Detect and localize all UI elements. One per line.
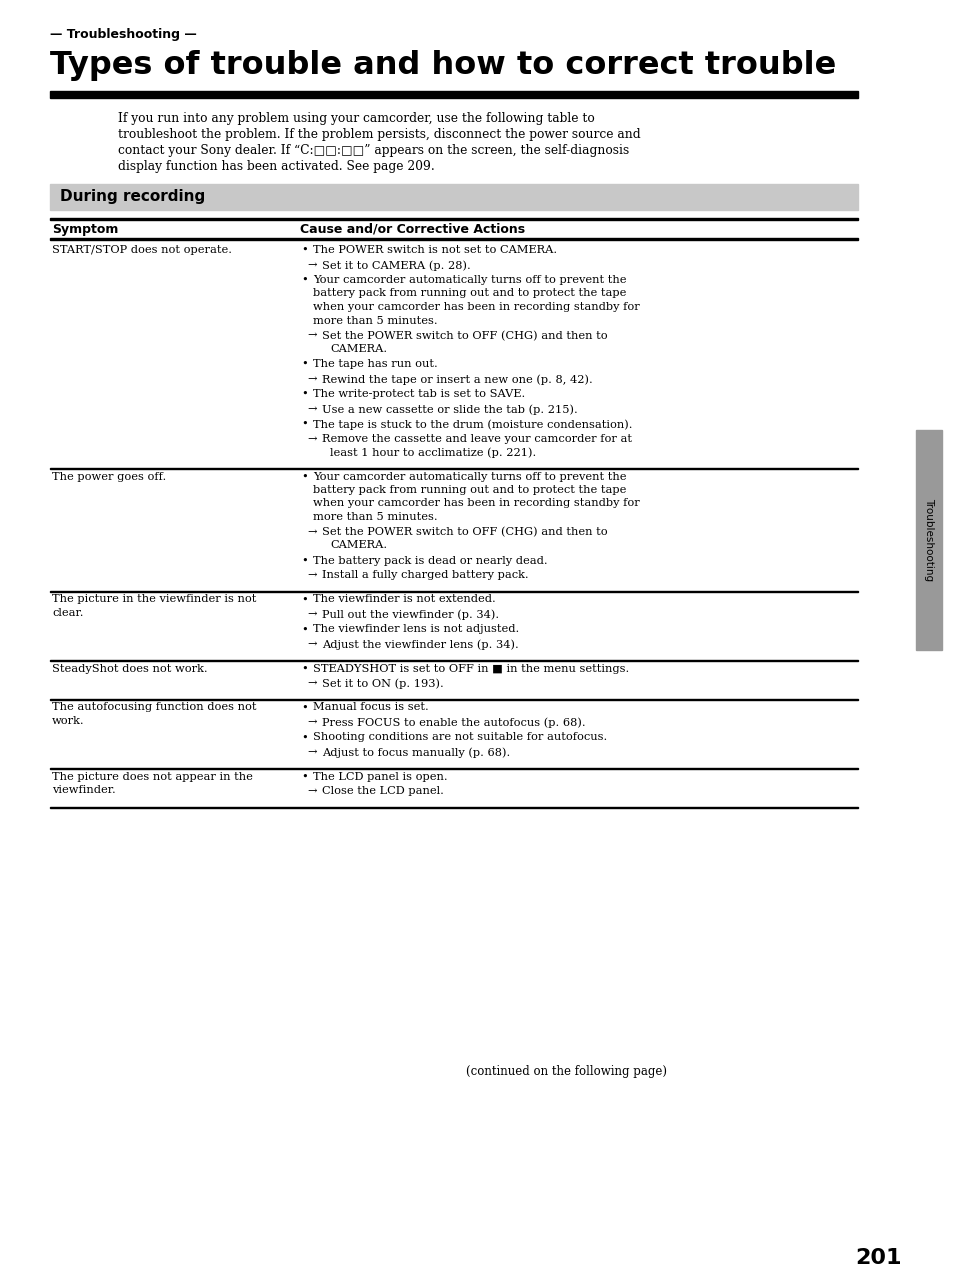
Text: The autofocusing function does not: The autofocusing function does not	[52, 703, 256, 713]
Text: Install a fully charged battery pack.: Install a fully charged battery pack.	[322, 570, 528, 580]
Text: more than 5 minutes.: more than 5 minutes.	[313, 512, 437, 522]
Bar	[50, 90, 857, 98]
Text: Shooting conditions are not suitable for autofocus.: Shooting conditions are not suitable for…	[313, 732, 607, 742]
Text: •: •	[301, 275, 308, 285]
Text: →: →	[307, 570, 316, 580]
Text: The picture in the viewfinder is not: The picture in the viewfinder is not	[52, 594, 256, 605]
Text: →: →	[307, 527, 316, 537]
Text: The viewfinder is not extended.: The viewfinder is not extended.	[313, 594, 496, 605]
Text: →: →	[307, 610, 316, 620]
Text: •: •	[301, 555, 308, 565]
Text: Your camcorder automatically turns off to prevent the: Your camcorder automatically turns off t…	[313, 471, 626, 481]
Text: Pull out the viewfinder (p. 34).: Pull out the viewfinder (p. 34).	[322, 610, 498, 620]
Text: •: •	[301, 359, 308, 369]
Text: least 1 hour to acclimatize (p. 221).: least 1 hour to acclimatize (p. 221).	[330, 448, 536, 458]
Text: battery pack from running out and to protect the tape: battery pack from running out and to pro…	[313, 289, 626, 298]
Text: •: •	[301, 703, 308, 713]
Text: Use a new cassette or slide the tab (p. 215).: Use a new cassette or slide the tab (p. …	[322, 404, 578, 415]
Text: work.: work.	[52, 715, 85, 726]
Text: →: →	[307, 639, 316, 649]
Text: CAMERA.: CAMERA.	[330, 541, 387, 550]
Text: →: →	[307, 331, 316, 340]
Bar	[50, 185, 857, 210]
Text: The viewfinder lens is not adjusted.: The viewfinder lens is not adjusted.	[313, 625, 518, 634]
Text: Cause and/or Corrective Actions: Cause and/or Corrective Actions	[299, 223, 524, 236]
Text: (continued on the following page): (continued on the following page)	[466, 1066, 667, 1078]
Text: battery pack from running out and to protect the tape: battery pack from running out and to pro…	[313, 485, 626, 495]
Text: The battery pack is dead or nearly dead.: The battery pack is dead or nearly dead.	[313, 555, 547, 565]
Text: →: →	[307, 679, 316, 689]
Text: →: →	[307, 747, 316, 757]
Text: Adjust to focus manually (p. 68).: Adjust to focus manually (p. 68).	[322, 747, 510, 757]
Text: •: •	[301, 732, 308, 742]
Text: →: →	[307, 434, 316, 444]
Text: CAMERA.: CAMERA.	[330, 344, 387, 354]
Text: Troubleshooting: Troubleshooting	[923, 499, 933, 582]
Text: clear.: clear.	[52, 608, 84, 617]
Text: START/STOP does not operate.: START/STOP does not operate.	[52, 244, 232, 255]
Text: The power goes off.: The power goes off.	[52, 471, 166, 481]
Text: Set it to ON (p. 193).: Set it to ON (p. 193).	[322, 679, 443, 689]
Text: Types of trouble and how to correct trouble: Types of trouble and how to correct trou…	[50, 50, 836, 81]
Text: If you run into any problem using your camcorder, use the following table to: If you run into any problem using your c…	[118, 112, 594, 125]
Text: →: →	[307, 787, 316, 797]
Text: The LCD panel is open.: The LCD panel is open.	[313, 771, 447, 782]
Text: →: →	[307, 718, 316, 727]
Text: SteadyShot does not work.: SteadyShot does not work.	[52, 663, 208, 673]
Text: Adjust the viewfinder lens (p. 34).: Adjust the viewfinder lens (p. 34).	[322, 639, 518, 651]
Text: Symptom: Symptom	[52, 223, 118, 236]
Text: — Troubleshooting —: — Troubleshooting —	[50, 28, 196, 41]
Text: •: •	[301, 594, 308, 605]
Text: viewfinder.: viewfinder.	[52, 785, 115, 796]
Bar	[50, 218, 857, 220]
Text: The tape is stuck to the drum (moisture condensation).: The tape is stuck to the drum (moisture …	[313, 419, 632, 429]
Text: Set it to CAMERA (p. 28).: Set it to CAMERA (p. 28).	[322, 260, 470, 271]
Text: The tape has run out.: The tape has run out.	[313, 359, 437, 369]
Text: Remove the cassette and leave your camcorder for at: Remove the cassette and leave your camco…	[322, 434, 631, 444]
Text: •: •	[301, 625, 308, 634]
Text: when your camcorder has been in recording standby for: when your camcorder has been in recordin…	[313, 302, 639, 312]
Text: contact your Sony dealer. If “C:□□:□□” appears on the screen, the self-diagnosis: contact your Sony dealer. If “C:□□:□□” a…	[118, 144, 629, 157]
Text: 201: 201	[855, 1248, 901, 1268]
Bar	[915, 430, 941, 651]
Text: Close the LCD panel.: Close the LCD panel.	[322, 787, 443, 797]
Text: The picture does not appear in the: The picture does not appear in the	[52, 771, 253, 782]
Text: →: →	[307, 404, 316, 414]
Text: troubleshoot the problem. If the problem persists, disconnect the power source a: troubleshoot the problem. If the problem…	[118, 129, 640, 141]
Text: •: •	[301, 663, 308, 673]
Text: The write-protect tab is set to SAVE.: The write-protect tab is set to SAVE.	[313, 390, 525, 398]
Text: STEADYSHOT is set to OFF in ■ in the menu settings.: STEADYSHOT is set to OFF in ■ in the men…	[313, 663, 629, 673]
Text: Manual focus is set.: Manual focus is set.	[313, 703, 428, 713]
Text: display function has been activated. See page 209.: display function has been activated. See…	[118, 160, 435, 173]
Text: Your camcorder automatically turns off to prevent the: Your camcorder automatically turns off t…	[313, 275, 626, 285]
Text: •: •	[301, 771, 308, 782]
Text: •: •	[301, 471, 308, 481]
Text: →: →	[307, 374, 316, 384]
Text: •: •	[301, 390, 308, 398]
Text: Set the POWER switch to OFF (CHG) and then to: Set the POWER switch to OFF (CHG) and th…	[322, 527, 607, 537]
Text: Set the POWER switch to OFF (CHG) and then to: Set the POWER switch to OFF (CHG) and th…	[322, 331, 607, 341]
Text: Press FOCUS to enable the autofocus (p. 68).: Press FOCUS to enable the autofocus (p. …	[322, 718, 585, 728]
Text: The POWER switch is not set to CAMERA.: The POWER switch is not set to CAMERA.	[313, 244, 557, 255]
Text: →: →	[307, 260, 316, 270]
Text: more than 5 minutes.: more than 5 minutes.	[313, 316, 437, 326]
Text: •: •	[301, 419, 308, 429]
Text: when your camcorder has been in recording standby for: when your camcorder has been in recordin…	[313, 499, 639, 508]
Text: During recording: During recording	[60, 188, 205, 204]
Text: •: •	[301, 244, 308, 255]
Text: Rewind the tape or insert a new one (p. 8, 42).: Rewind the tape or insert a new one (p. …	[322, 374, 592, 384]
Bar	[50, 238, 857, 239]
